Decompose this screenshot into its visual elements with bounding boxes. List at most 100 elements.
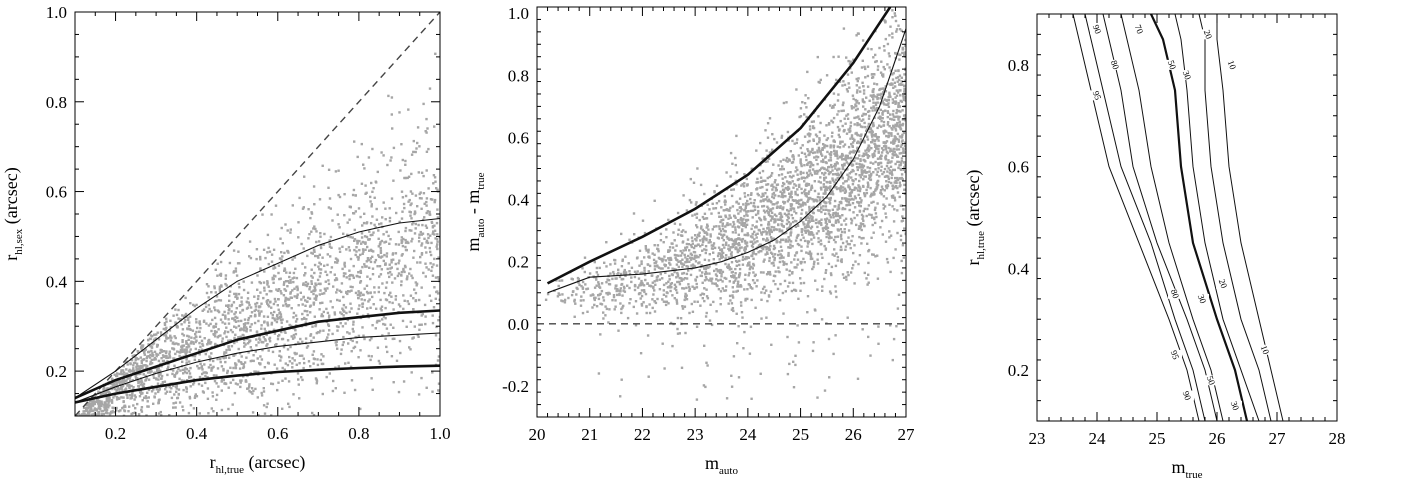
scatter-point bbox=[836, 145, 839, 148]
scatter-point bbox=[288, 323, 291, 327]
scatter-point bbox=[325, 307, 328, 311]
scatter-point bbox=[755, 236, 758, 239]
scatter-point bbox=[811, 198, 814, 201]
scatter-point bbox=[740, 285, 743, 288]
scatter-point bbox=[840, 175, 844, 178]
scatter-point bbox=[830, 151, 833, 154]
scatter-point bbox=[785, 180, 789, 183]
scatter-point bbox=[159, 377, 163, 380]
scatter-point bbox=[305, 318, 308, 321]
scatter-point bbox=[825, 222, 829, 226]
scatter-point bbox=[224, 382, 227, 385]
scatter-point bbox=[384, 317, 387, 320]
scatter-point bbox=[725, 223, 729, 227]
scatter-point bbox=[176, 396, 180, 400]
scatter-point bbox=[220, 380, 223, 383]
scatter-point bbox=[894, 102, 897, 105]
scatter-point bbox=[613, 308, 616, 311]
scatter-point bbox=[730, 385, 734, 388]
scatter-point bbox=[163, 332, 166, 336]
scatter-point bbox=[677, 228, 680, 231]
scatter-point bbox=[897, 118, 900, 121]
scatter-point bbox=[270, 306, 273, 309]
scatter-point bbox=[318, 331, 321, 334]
scatter-point bbox=[266, 299, 269, 303]
scatter-point bbox=[345, 276, 348, 279]
scatter-point bbox=[810, 238, 813, 241]
scatter-point bbox=[891, 358, 894, 362]
scatter-point bbox=[896, 231, 899, 235]
scatter-point bbox=[317, 256, 320, 259]
scatter-point bbox=[403, 206, 406, 210]
scatter-point bbox=[208, 359, 212, 362]
scatter-point bbox=[729, 299, 732, 302]
scatter-point bbox=[388, 263, 391, 266]
scatter-point bbox=[165, 320, 168, 323]
scatter-point bbox=[676, 259, 679, 262]
scatter-point bbox=[390, 273, 393, 276]
scatter-point bbox=[628, 270, 631, 273]
scatter-point bbox=[794, 225, 798, 228]
scatter-point bbox=[348, 277, 351, 281]
scatter-point bbox=[351, 193, 355, 197]
scatter-point bbox=[838, 167, 841, 171]
scatter-point bbox=[437, 277, 440, 281]
scatter-point bbox=[782, 200, 785, 204]
scatter-point bbox=[880, 60, 883, 63]
scatter-point bbox=[431, 371, 434, 374]
scatter-point bbox=[427, 236, 430, 240]
scatter-point bbox=[851, 163, 855, 166]
scatter-point bbox=[622, 304, 625, 308]
scatter-point bbox=[183, 321, 186, 324]
scatter-point bbox=[685, 286, 688, 290]
scatter-point bbox=[100, 392, 103, 395]
series-line-2 bbox=[75, 217, 440, 399]
scatter-point bbox=[860, 66, 864, 69]
scatter-point bbox=[192, 381, 196, 384]
scatter-point bbox=[297, 236, 300, 239]
scatter-point bbox=[255, 338, 258, 341]
scatter-point bbox=[743, 195, 747, 198]
scatter-point bbox=[834, 290, 838, 293]
scatter-point bbox=[701, 292, 704, 295]
scatter-point bbox=[773, 253, 777, 256]
scatter-point bbox=[243, 345, 246, 348]
scatter-point bbox=[770, 225, 773, 229]
scatter-point bbox=[825, 235, 828, 239]
scatter-point bbox=[283, 281, 286, 284]
scatter-point bbox=[265, 344, 268, 347]
scatter-point bbox=[665, 228, 668, 231]
scatter-point bbox=[807, 220, 810, 223]
scatter-point bbox=[839, 201, 842, 204]
scatter-point bbox=[227, 407, 230, 411]
scatter-point bbox=[376, 346, 380, 349]
scatter-point bbox=[137, 380, 141, 383]
scatter-point bbox=[889, 113, 892, 116]
scatter-point bbox=[436, 243, 439, 246]
scatter-point bbox=[900, 220, 903, 223]
scatter-point bbox=[187, 316, 190, 319]
scatter-point bbox=[368, 230, 371, 233]
scatter-point bbox=[256, 357, 259, 360]
scatter-point bbox=[811, 267, 814, 271]
scatter-point bbox=[777, 164, 780, 167]
scatter-point bbox=[772, 191, 776, 195]
scatter-point bbox=[772, 237, 775, 240]
scatter-point bbox=[254, 387, 257, 391]
scatter-point bbox=[763, 258, 766, 261]
scatter-point bbox=[425, 251, 428, 254]
scatter-point bbox=[314, 282, 317, 285]
scatter-point bbox=[879, 108, 882, 112]
scatter-point bbox=[725, 397, 729, 400]
scatter-point bbox=[681, 265, 684, 268]
scatter-point bbox=[640, 289, 644, 292]
scatter-point bbox=[842, 182, 845, 185]
scatter-point bbox=[412, 150, 415, 154]
scatter-point bbox=[831, 213, 835, 216]
scatter-point bbox=[424, 315, 427, 318]
scatter-point bbox=[398, 259, 401, 262]
scatter-point bbox=[406, 176, 409, 180]
scatter-point bbox=[102, 409, 105, 413]
scatter-point bbox=[607, 321, 610, 324]
scatter-point bbox=[897, 138, 900, 141]
